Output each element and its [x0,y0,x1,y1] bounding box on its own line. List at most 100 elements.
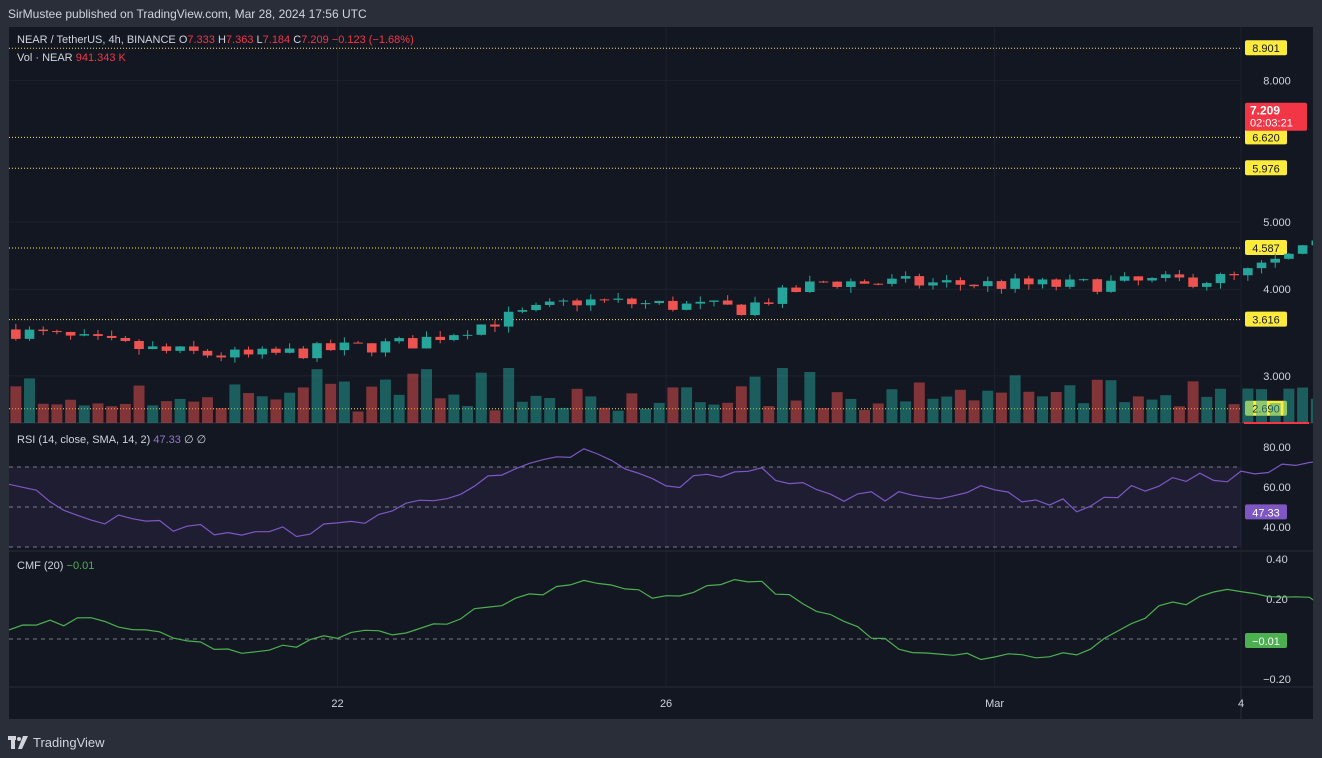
volume-value: 941.343 K [75,52,126,64]
candle-body [408,338,418,349]
x-tick-label: Mar [985,698,1004,710]
volume-bar [845,398,857,423]
candle-body [805,281,815,293]
volume-bar [366,386,378,423]
volume-bar [160,401,172,423]
candle-body [435,336,445,340]
candle-body [490,324,500,327]
candle-body [120,337,131,341]
volume-bar [24,378,36,423]
cmf-value-tag [1245,633,1287,648]
volume-bar [1310,398,1313,423]
candle-body [38,329,49,332]
volume-bar [243,393,255,423]
candle-body [202,350,213,356]
rsi-extra: ∅ ∅ [183,434,207,446]
candle-body [1160,274,1171,279]
candle-body [709,300,719,302]
candle-body [818,281,829,283]
candle-body [503,311,514,327]
candle-body [832,281,842,287]
candle-body [147,346,158,350]
volume-bar [1119,402,1131,423]
volume-bar [804,372,816,423]
volume-bar [1283,388,1295,423]
chart-background [9,27,1313,719]
volume-bar [448,394,460,423]
volume-bar [995,392,1007,423]
volume-bar [557,407,569,423]
candle-body [298,348,309,359]
volume-bar [941,396,953,423]
candle-body [722,300,733,305]
volume-bar [831,392,843,423]
candle-body [791,287,801,293]
volume-bar [489,410,501,423]
cmf-tick-label: 0.40 [1266,554,1287,566]
volume-bar [475,372,487,423]
candle-body [996,281,1007,289]
publisher-line: SirMustee published on TradingView.com, … [8,7,367,21]
candle-body [175,346,185,351]
volume-bar [694,402,706,423]
volume-bar [1187,381,1199,423]
price-tick-label: 5.000 [1263,217,1291,229]
candle-body [928,282,938,286]
volume-bar [229,384,241,423]
candle-body [1188,277,1198,287]
chart-frame[interactable]: 2226Mar47111418212528Apr43.0004.0005.000… [9,27,1313,719]
cmf-tick-label: 0.20 [1266,594,1287,606]
candle-body [599,299,610,301]
chart-svg[interactable]: 2226Mar47111418212528Apr43.0004.0005.000… [9,27,1313,719]
volume-bar [270,399,282,423]
volume-bar [913,382,925,423]
candle-body [846,281,856,287]
candle-body [1284,253,1294,259]
tradingview-logo-icon [8,736,28,749]
candle-body [189,346,199,351]
key-level-tag [1245,160,1287,176]
volume-bar [1009,375,1021,423]
candle-body [312,343,322,359]
volume-bar [598,407,610,423]
volume-bar [434,398,446,423]
candle-body [1051,279,1061,287]
volume-bar [393,394,405,423]
volume-bar [585,396,597,423]
symbol-label: NEAR / TetherUS, 4h, BINANCE [17,34,176,46]
volume-bar [1037,396,1048,423]
volume-bar [133,385,145,423]
candle-body [1256,262,1267,269]
volume-bar [1214,388,1226,423]
volume-bar [900,401,912,423]
key-level-tag [1245,239,1287,255]
volume-bar [1173,406,1185,423]
volume-bar [667,387,679,423]
candle-body [243,349,254,355]
x-tick-label: 4 [1238,698,1244,710]
volume-bar [338,381,350,423]
volume-bar [968,400,980,423]
candle-body [1010,278,1020,289]
candle-body [353,342,363,344]
candle-body [462,334,473,336]
candle-body [1147,278,1157,281]
ohlc-close-label: C [293,34,302,46]
candle-body [380,341,391,353]
candle-body [544,301,555,305]
volume-bar [859,409,871,423]
volume-bar [1242,388,1254,423]
price-tick-label: 8.000 [1263,75,1291,87]
volume-bar [462,406,474,423]
volume-bar [982,390,994,423]
volume-bar [544,398,556,423]
rsi-value: 47.33 [153,434,181,446]
volume-bar [202,397,213,423]
candle-body [531,304,541,311]
candle-body [216,355,226,358]
candle-body [572,300,582,306]
candle-body [161,346,172,351]
candle-body [1229,274,1239,276]
volume-bar [1064,385,1076,423]
tradingview-logo[interactable]: TradingView [8,728,105,758]
